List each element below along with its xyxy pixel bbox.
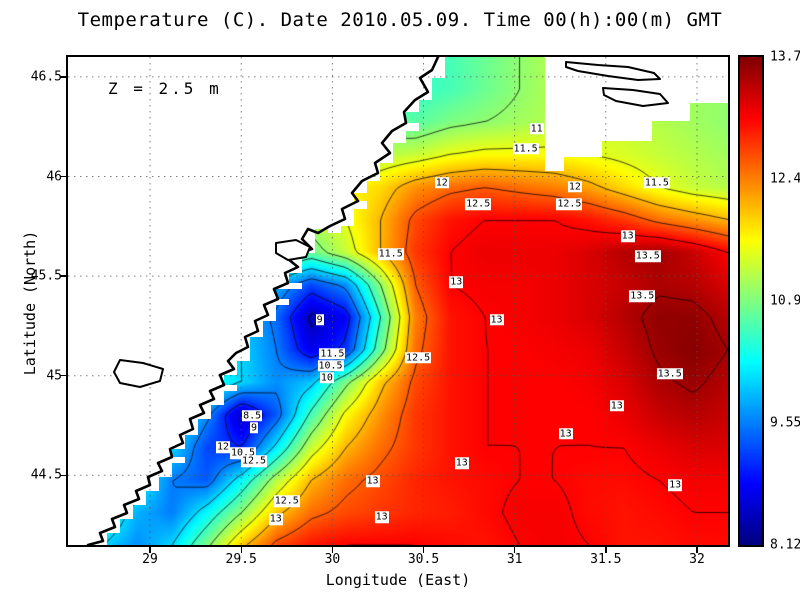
contour-label: 13 (268, 513, 283, 525)
contour-label: 12 (215, 441, 231, 454)
x-tick-mark (513, 547, 516, 553)
x-tick-mark (240, 547, 242, 553)
colorbar (738, 55, 764, 547)
colorbar-tick-label: 12.4 (770, 171, 800, 187)
lagoon-outline (275, 239, 311, 261)
colorbar-tick-label: 13.7 (770, 49, 800, 65)
x-tick-label: 30 (324, 552, 341, 567)
coastline (86, 57, 440, 545)
depth-annotation: Z = 2.5 m (108, 79, 222, 98)
contour-label: 13.5 (656, 367, 683, 380)
land-northeast (545, 57, 728, 171)
plot-area: 11 11.5 12 12.5 12 12.5 11.5 11.5 13 13.5 13.5 13 13… (66, 55, 730, 547)
contour-label: 13.5 (634, 250, 661, 262)
lagoon-outline (565, 61, 661, 81)
contour-label: 12.5 (405, 352, 432, 364)
lagoon-outline (113, 359, 164, 388)
contour-label: 13 (454, 457, 469, 470)
y-tick-mark (60, 374, 66, 377)
contour-label: 12 (434, 176, 449, 189)
y-tick-mark (60, 76, 66, 78)
y-tick-mark (60, 275, 66, 277)
colorbar-tick-label: 8.12 (770, 537, 800, 553)
contour-label: 13 (489, 314, 504, 326)
contour-label: 13 (449, 276, 464, 288)
x-tick-label: 32 (689, 552, 705, 567)
contour-label: 12.5 (465, 198, 492, 211)
contour-label: 12.5 (240, 455, 268, 468)
contour-label: 11.5 (319, 348, 346, 360)
y-tick-label: 45.5 (30, 268, 62, 284)
x-tick-label: 31.5 (590, 552, 622, 567)
x-tick-label: 31 (506, 552, 523, 567)
x-tick-mark (605, 547, 607, 553)
chart-title: Temperature (C). Date 2010.05.09. Time 0… (77, 9, 723, 31)
contour-label: 13 (668, 479, 683, 491)
y-tick-label: 45 (46, 368, 62, 384)
contour-label: 13 (374, 511, 389, 523)
y-tick-label: 44.5 (30, 467, 62, 483)
x-tick-mark (422, 547, 425, 553)
y-tick-label: 46.5 (30, 69, 62, 85)
contour-label: 9 (315, 314, 324, 326)
x-axis-label: Longitude (East) (325, 571, 471, 589)
contour-label: 13 (609, 399, 624, 412)
y-tick-label: 46 (46, 169, 62, 184)
colorbar-tick-label: 9.55 (770, 415, 800, 431)
x-tick-mark (696, 547, 698, 553)
contour-label: 11.5 (643, 176, 670, 189)
x-tick-label: 30.5 (407, 552, 440, 567)
contour-label: 10 (319, 371, 334, 384)
contour-label: 10.5 (229, 447, 257, 460)
contour-label: 12.5 (556, 198, 583, 211)
x-tick-mark (331, 547, 334, 553)
contour-label: 13 (558, 427, 573, 440)
contour-label: 12.5 (273, 495, 300, 507)
contour-label: 10.5 (317, 359, 344, 372)
contour-label: 13 (620, 230, 635, 243)
contour-label: 12 (567, 180, 582, 193)
x-tick-label: 29.5 (225, 552, 257, 567)
lagoon-outline (602, 87, 669, 107)
contour-labels-layer: 11 11.5 12 12.5 12 12.5 11.5 11.5 13 13.5 13.5 13 13… (68, 57, 728, 545)
contour-label: 13 (365, 475, 380, 488)
contour-label: 11.5 (377, 248, 404, 260)
y-tick-mark (60, 175, 66, 178)
x-tick-label: 29 (142, 552, 158, 567)
land-west (68, 57, 445, 545)
map-overlay (68, 57, 728, 545)
x-tick-mark (149, 547, 151, 553)
contour-label: 8.5 (242, 409, 263, 422)
contour-label: 13.5 (629, 290, 656, 302)
y-tick-mark (60, 474, 66, 476)
colorbar-tick-label: 10.9 (770, 293, 800, 309)
contour-label: 11 (529, 122, 544, 135)
contour-label: 11.5 (512, 142, 539, 155)
contour-label: 9 (249, 421, 259, 434)
